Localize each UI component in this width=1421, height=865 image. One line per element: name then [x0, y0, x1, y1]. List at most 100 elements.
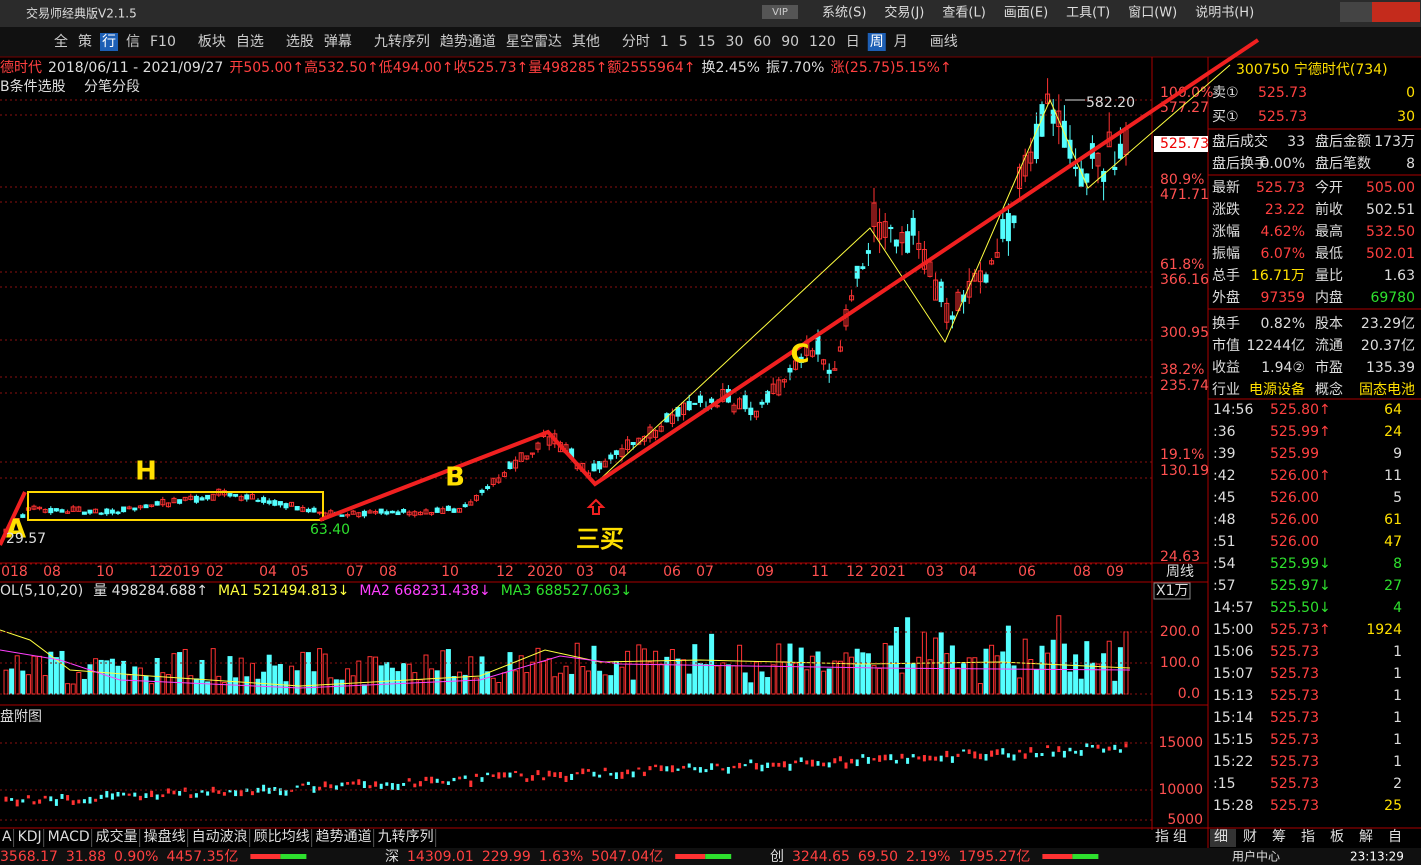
sub-candle [290, 789, 294, 792]
bottom-tab[interactable]: 顾比均线 [254, 829, 310, 845]
toolbar-item[interactable]: 自选 [236, 34, 264, 50]
menu-item[interactable]: 工具(T) [1066, 6, 1110, 21]
toolbar-item[interactable]: 分时 [622, 34, 650, 50]
sub-candle [682, 765, 686, 769]
bottom-tab[interactable]: 趋势通道 [316, 829, 372, 845]
panel-tab[interactable]: 自 [1388, 829, 1402, 845]
sub-candle [21, 799, 25, 803]
toolbar-item[interactable]: 行 [102, 34, 116, 50]
menu-item[interactable]: 窗口(W) [1128, 5, 1177, 21]
bottom-tab[interactable]: 九转序列 [378, 829, 434, 845]
volume-bar [725, 664, 731, 695]
user-center[interactable]: 用户中心 [1232, 849, 1280, 864]
menu-item[interactable]: 说明书(H) [1195, 6, 1254, 21]
toolbar-item[interactable]: 选股 [286, 34, 314, 50]
sub-candle [155, 794, 159, 800]
volume-bar [608, 675, 614, 695]
toolbar-item[interactable]: 策 [78, 33, 92, 50]
candle-body [244, 494, 250, 500]
active-item [867, 33, 886, 51]
date-label: 05 [291, 564, 309, 580]
close-button[interactable] [1372, 2, 1420, 22]
volume-bar [619, 666, 625, 695]
bottom-right[interactable]: 指 [1155, 829, 1169, 845]
panel-tab[interactable]: 指 [1301, 829, 1315, 845]
toolbar-item[interactable]: 60 [753, 34, 771, 50]
sub-candle [1006, 753, 1010, 758]
sub-candle [340, 782, 344, 787]
sub-candle [810, 759, 814, 767]
vip-badge[interactable] [762, 5, 798, 19]
toolbar-item[interactable]: 趋势通道 [440, 34, 496, 50]
bottom-right[interactable]: 组 [1173, 829, 1187, 845]
toolbar-item[interactable]: 星空雷达 [506, 34, 562, 50]
toolbar-item[interactable]: F10 [150, 34, 176, 50]
tick-price: 526.00↑ [1270, 468, 1331, 484]
tick-volume: 1 [1393, 666, 1402, 682]
toolbar-item[interactable]: 30 [726, 34, 744, 50]
toolbar-item[interactable]: 1 [660, 34, 669, 50]
quote-header: 300750 宁德时代(734) [1236, 61, 1388, 78]
toolbar-item[interactable]: 月 [894, 34, 908, 50]
bottom-tab[interactable]: MACD [48, 829, 90, 845]
candle-body [905, 231, 911, 253]
toolbar-item[interactable]: 板块 [198, 34, 226, 50]
annotation: B [445, 463, 465, 493]
sub-candle [732, 765, 736, 769]
toolbar-item[interactable]: 15 [698, 34, 716, 50]
bottom-tab[interactable]: KDJ [18, 829, 42, 845]
toolbar-item[interactable]: 画线 [930, 34, 958, 50]
stat-label: 最新 [1212, 180, 1240, 196]
tick-price: 525.97↓ [1270, 578, 1331, 594]
toolbar-item[interactable]: 周 [870, 34, 884, 50]
toolbar-item[interactable]: 九转序列 [374, 34, 430, 50]
status-field: 创 [770, 849, 784, 865]
volume-bar [681, 659, 687, 695]
sub-candle [374, 781, 378, 787]
tick-time: 15:28 [1213, 798, 1253, 814]
bottom-tab[interactable]: 操盘线 [144, 828, 186, 845]
candle-body [115, 511, 121, 514]
sub-menu[interactable]: 分笔分段 [84, 79, 140, 95]
bottom-tab[interactable]: 自动波浪 [192, 829, 248, 845]
candle-body [893, 239, 899, 247]
menu-item[interactable]: 画面(E) [1004, 6, 1048, 21]
panel-tab[interactable]: 解 [1359, 829, 1373, 845]
stat-value: 1.63 [1384, 268, 1415, 284]
panel-tab[interactable]: 细 [1214, 829, 1228, 845]
candle-body [104, 508, 110, 515]
candle-body [507, 461, 513, 470]
panel-tab[interactable]: 筹 [1272, 828, 1286, 845]
menu-item[interactable]: 交易(J) [884, 5, 924, 21]
menu-item[interactable]: 系统(S) [822, 6, 866, 21]
ma-line [0, 629, 1131, 687]
panel-tab[interactable]: 财 [1243, 829, 1257, 845]
sub-candle [648, 766, 652, 771]
quote-price: 525.73 [1258, 109, 1307, 125]
sub-axis: 15000 [1158, 735, 1203, 751]
bottom-tab[interactable]: 成交量 [96, 828, 138, 845]
stat-value: 23.29亿 [1361, 316, 1415, 332]
toolbar-item[interactable]: 信 [126, 34, 140, 50]
sub-candle [1085, 743, 1089, 748]
tick-price: 525.99↑ [1270, 424, 1331, 440]
toolbar-item[interactable]: 90 [781, 34, 799, 50]
menu-item[interactable]: 查看(L) [942, 5, 985, 21]
toolbar-item[interactable]: 全 [54, 33, 68, 50]
stat-label: 概念 [1315, 381, 1343, 398]
bottom-tab[interactable]: A [2, 829, 12, 845]
volume-bar [249, 662, 255, 695]
panel-tab[interactable]: 板 [1330, 829, 1344, 845]
toolbar-item[interactable]: 5 [679, 34, 688, 50]
volume-bar [9, 668, 15, 695]
toolbar-item[interactable]: 弹幕 [324, 34, 352, 50]
sub-candle [1096, 744, 1100, 749]
toolbar-item[interactable]: 日 [846, 34, 860, 50]
candle-body [227, 493, 233, 497]
toolbar-item[interactable]: 其他 [572, 34, 600, 50]
tick-price: 525.73 [1270, 798, 1319, 814]
toolbar-item[interactable]: 120 [809, 34, 836, 50]
sub-menu[interactable]: B条件选股 [0, 78, 66, 95]
sub-candle [256, 787, 260, 793]
